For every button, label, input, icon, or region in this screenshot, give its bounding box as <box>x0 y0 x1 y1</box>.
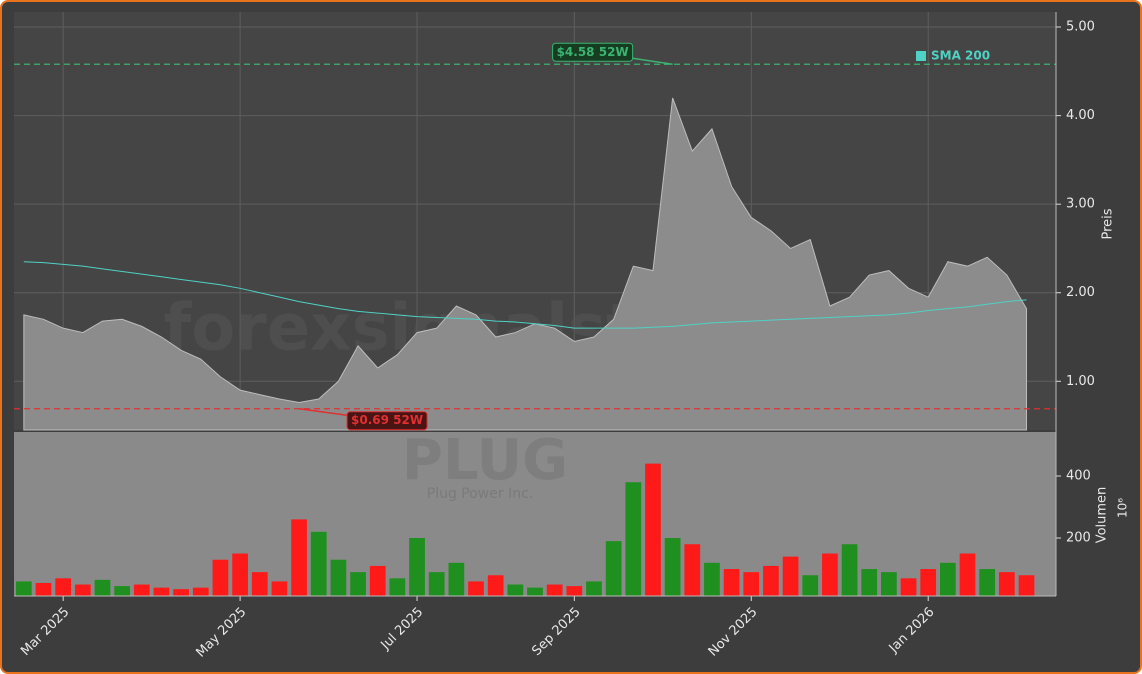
volume-bar <box>1018 575 1035 596</box>
y-tick-label: 3.00 <box>1066 197 1095 212</box>
volume-bar <box>507 584 524 596</box>
annotation-label: $4.58 52W <box>557 45 629 59</box>
volume-bar <box>350 572 366 596</box>
volume-bar <box>881 572 897 596</box>
volume-bar <box>704 562 720 596</box>
volume-bar <box>546 584 563 596</box>
volume-bar <box>723 569 740 596</box>
volume-bar <box>527 587 543 596</box>
volume-bar <box>841 544 858 596</box>
volume-bar <box>959 553 976 596</box>
volume-bar <box>802 575 819 596</box>
volume-bar <box>192 587 209 596</box>
volume-bar <box>74 584 91 596</box>
volume-bar <box>861 569 878 596</box>
legend-label: SMA 200 <box>931 49 990 63</box>
annotation-box <box>346 411 428 431</box>
volume-bar <box>645 463 661 596</box>
volume-bar <box>94 579 111 596</box>
volume-bar <box>133 584 150 596</box>
volume-bar <box>684 544 701 596</box>
volume-bar <box>664 538 681 596</box>
volume-bar <box>625 482 642 596</box>
volume-tick-label: 400 <box>1066 469 1091 484</box>
volume-axis-label: Volumen <box>1095 487 1110 544</box>
volume-bar <box>291 519 307 596</box>
volume-bar <box>428 572 445 596</box>
volume-bar <box>232 553 248 596</box>
volume-bar <box>998 572 1015 596</box>
volume-bar <box>114 586 130 596</box>
x-tick-label: Jul 2025 <box>378 605 427 654</box>
annotation-box <box>552 42 634 62</box>
volume-bar <box>782 556 799 596</box>
y-tick-label: 1.00 <box>1066 374 1095 389</box>
x-tick-label: May 2025 <box>193 605 249 661</box>
volume-panel <box>14 432 1056 596</box>
volume-bar <box>900 578 917 596</box>
volume-bar <box>330 559 347 596</box>
legend-swatch <box>916 51 926 61</box>
volume-bar <box>448 562 465 596</box>
volume-bar <box>586 581 602 596</box>
volume-tick-label: 200 <box>1066 531 1091 546</box>
volume-bar <box>920 569 937 596</box>
volume-bar <box>369 565 386 596</box>
volume-bar <box>251 572 268 596</box>
volume-bar <box>173 589 189 596</box>
volume-bar <box>310 531 327 596</box>
volume-bar <box>979 569 996 596</box>
volume-bar <box>409 538 425 596</box>
x-tick-label: Sep 2025 <box>529 605 583 659</box>
volume-bar <box>55 578 72 596</box>
x-tick-label: Mar 2025 <box>18 605 72 659</box>
y-axis-label: Preis <box>1101 208 1116 239</box>
volume-bar <box>15 581 32 596</box>
y-tick-label: 4.00 <box>1066 108 1095 123</box>
volume-bar <box>566 586 583 596</box>
volume-bar <box>822 553 838 596</box>
volume-bar <box>153 587 170 596</box>
volume-bar <box>271 581 288 596</box>
volume-bar <box>743 572 760 596</box>
volume-bar <box>35 582 52 596</box>
volume-bar <box>940 562 956 596</box>
y-tick-label: 5.00 <box>1066 20 1095 35</box>
symbol-watermark: PLUG <box>402 428 568 493</box>
annotation-label: $0.69 52W <box>351 413 423 427</box>
sma-line <box>23 261 1027 329</box>
y-tick-label: 2.00 <box>1066 285 1095 300</box>
volume-bar <box>605 541 622 596</box>
volume-bar <box>389 578 406 596</box>
volume-bar <box>468 581 484 596</box>
volume-bar <box>763 565 779 596</box>
volume-bar <box>212 559 229 596</box>
x-tick-label: Nov 2025 <box>706 605 761 660</box>
company-watermark: Plug Power Inc. <box>427 486 533 502</box>
x-tick-label: Jan 2026 <box>886 605 938 657</box>
volume-unit: 10⁶ <box>1116 498 1130 518</box>
volume-bar <box>487 575 504 596</box>
